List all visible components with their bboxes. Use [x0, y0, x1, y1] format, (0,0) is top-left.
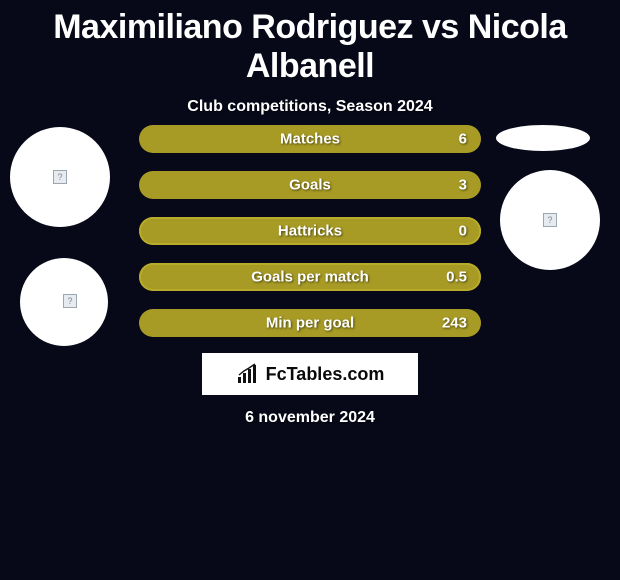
bar-chart-icon — [236, 363, 262, 385]
placeholder-image-icon — [53, 170, 67, 184]
player-avatar-right-2 — [500, 170, 600, 270]
placeholder-image-icon — [63, 294, 77, 308]
placeholder-image-icon — [543, 213, 557, 227]
stat-bar-value: 0.5 — [446, 269, 467, 286]
subtitle: Club competitions, Season 2024 — [0, 98, 620, 116]
date-text: 6 november 2024 — [0, 409, 620, 427]
stat-bar-value: 243 — [442, 315, 467, 332]
branding-text: FcTables.com — [266, 364, 385, 385]
stat-bar-label: Matches — [280, 131, 340, 148]
stat-bar-row: Hattricks 0 — [139, 217, 481, 245]
stat-bar-row: Goals per match 0.5 — [139, 263, 481, 291]
player-avatar-right-1 — [496, 125, 590, 151]
stat-bar-value: 0 — [459, 223, 467, 240]
stat-bar-label: Goals per match — [251, 269, 369, 286]
page-title: Maximiliano Rodriguez vs Nicola Albanell — [0, 0, 620, 86]
stat-bar-row: Goals 3 — [139, 171, 481, 199]
stat-bar-value: 3 — [459, 177, 467, 194]
stat-bar-label: Min per goal — [266, 315, 354, 332]
stat-bars: Matches 6 Goals 3 Hattricks 0 Goals per match 0… — [139, 125, 481, 355]
player-avatar-left-1 — [10, 127, 110, 227]
stat-bar-label: Goals — [289, 177, 331, 194]
stat-bar-row: Min per goal 243 — [139, 309, 481, 337]
branding-box: FcTables.com — [202, 353, 418, 395]
stat-bar-value: 6 — [459, 131, 467, 148]
stat-bar-label: Hattricks — [278, 223, 342, 240]
player-avatar-left-2 — [33, 264, 107, 338]
stat-bar-row: Matches 6 — [139, 125, 481, 153]
